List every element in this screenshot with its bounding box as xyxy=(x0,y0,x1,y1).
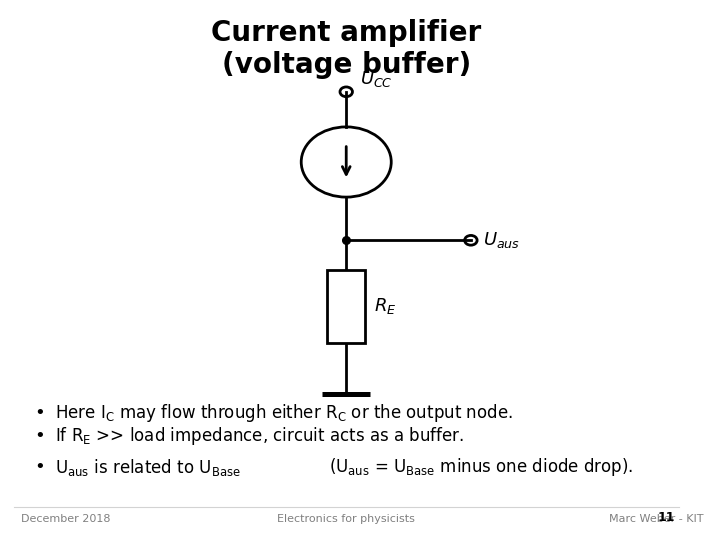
Text: If $\mathrm{R_E}$ >> load impedance, circuit acts as a buffer.: If $\mathrm{R_E}$ >> load impedance, cir… xyxy=(55,426,464,447)
Text: ($\mathrm{U_{aus}}$ = $\mathrm{U_{Base}}$ minus one diode drop).: ($\mathrm{U_{aus}}$ = $\mathrm{U_{Base}}… xyxy=(329,456,634,478)
Bar xyxy=(327,270,365,343)
Text: $\mathrm{U_{aus}}$ is related to $\mathrm{U_{Base}}$: $\mathrm{U_{aus}}$ is related to $\mathr… xyxy=(55,457,241,477)
Text: Electronics for physicists: Electronics for physicists xyxy=(277,514,415,524)
Text: 11: 11 xyxy=(657,511,675,524)
Text: $U_{CC}$: $U_{CC}$ xyxy=(360,69,393,89)
Text: •: • xyxy=(35,404,45,422)
Text: Here $\mathrm{I_C}$ may flow through either $\mathrm{R_C}$ or the output node.: Here $\mathrm{I_C}$ may flow through eit… xyxy=(55,402,513,424)
Text: $U_{aus}$: $U_{aus}$ xyxy=(483,230,521,251)
Text: $R_E$: $R_E$ xyxy=(374,296,396,316)
Text: December 2018: December 2018 xyxy=(21,514,110,524)
Text: •: • xyxy=(35,458,45,476)
Text: •: • xyxy=(35,427,45,446)
Text: Current amplifier
(voltage buffer): Current amplifier (voltage buffer) xyxy=(211,19,482,79)
Text: Marc Weber - KIT: Marc Weber - KIT xyxy=(609,514,704,524)
